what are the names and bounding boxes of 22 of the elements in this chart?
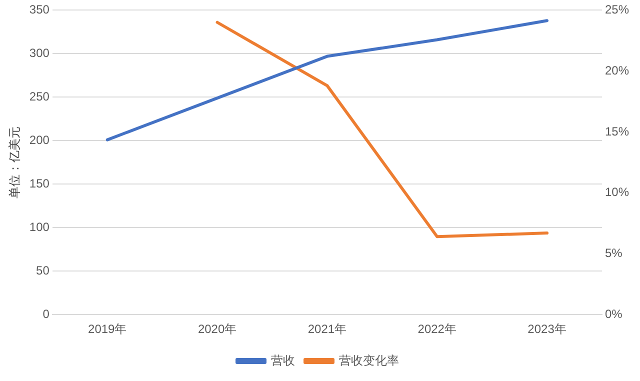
legend-label: 营收变化率 xyxy=(339,353,399,368)
y2-tick-label: 15% xyxy=(604,124,630,138)
legend-label: 营收 xyxy=(271,353,295,368)
y2-tick-label: 5% xyxy=(604,246,623,260)
y-tick-label: 300 xyxy=(29,46,50,60)
y-tick-label: 200 xyxy=(29,132,50,147)
x-tick-label: 2019年 xyxy=(88,322,127,336)
y-tick-label: 50 xyxy=(36,263,50,278)
y2-tick-label: 25% xyxy=(604,2,630,17)
x-tick-label: 2023年 xyxy=(528,322,566,336)
y2-tick-label: 0% xyxy=(604,306,623,321)
x-tick-label: 2021年 xyxy=(308,322,347,336)
y-tick-label: 150 xyxy=(29,176,50,190)
x-tick-label: 2022年 xyxy=(418,322,456,336)
y-tick-label: 0 xyxy=(42,306,50,321)
y-tick-label: 100 xyxy=(29,220,50,234)
y2-tick-label: 20% xyxy=(604,63,630,78)
x-tick-label: 2020年 xyxy=(198,322,237,336)
y2-tick-label: 10% xyxy=(604,185,630,200)
y-tick-label: 350 xyxy=(29,2,50,17)
y-axis-title: 单位：亿美元 xyxy=(8,126,22,198)
y-tick-label: 250 xyxy=(29,89,50,104)
